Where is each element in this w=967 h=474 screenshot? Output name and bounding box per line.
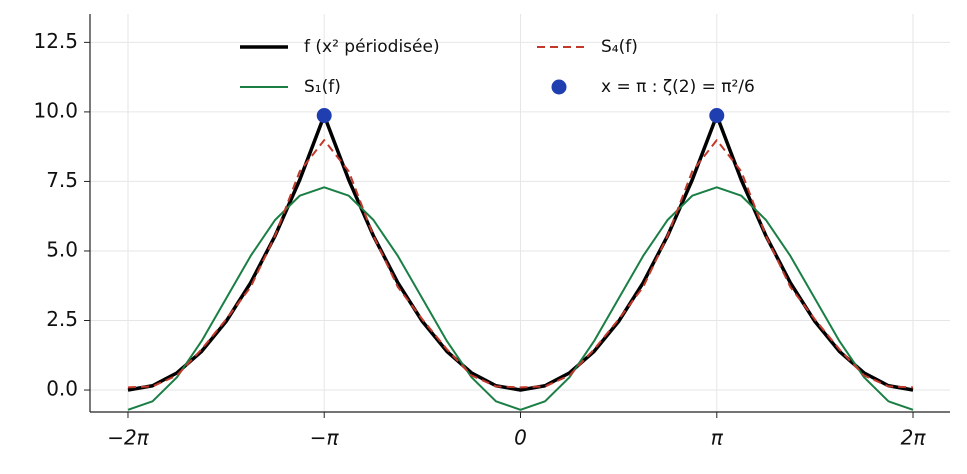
legend-label: S₁(f)	[304, 77, 341, 97]
x-tick-label: 2π	[901, 426, 927, 450]
y-tick-label: 10.0	[33, 98, 78, 122]
series-line	[127, 113, 914, 392]
y-tick-label: 7.5	[46, 168, 78, 192]
legend-label: x = π : ζ(2) = π²/6	[601, 77, 755, 97]
legend-label: f (x² périodisée)	[304, 37, 440, 57]
point	[709, 108, 725, 124]
y-tick-label: 2.5	[46, 307, 78, 331]
x-tick-label: 0	[514, 426, 527, 450]
series-line	[127, 186, 914, 411]
x-tick-label: π	[711, 426, 724, 450]
x-tick-label: −π	[310, 426, 340, 450]
y-tick-label: 12.5	[33, 29, 78, 53]
legend-marker	[551, 79, 567, 95]
legend-label: S₄(f)	[601, 37, 638, 57]
y-tick-label: 5.0	[46, 237, 78, 261]
x-tick-label: −2π	[107, 426, 149, 450]
series-line	[127, 139, 914, 389]
y-tick-label: 0.0	[46, 377, 78, 401]
point	[316, 108, 332, 124]
